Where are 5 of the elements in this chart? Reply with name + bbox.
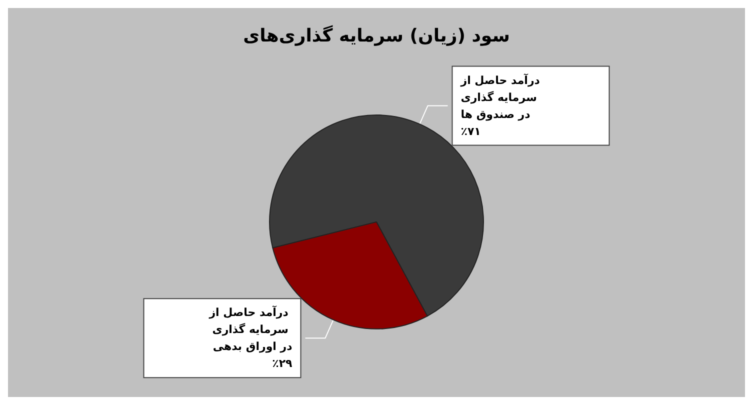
data-label: ٪۷۱ xyxy=(460,124,481,138)
slice-label: درآمد حاصل از سرمایه گذاری در صندوق ها xyxy=(460,72,544,121)
data-label: ٪۲۹ xyxy=(272,357,293,370)
slice-label: درآمد حاصل از سرمایه گذاری در اوراق بدهی xyxy=(208,305,293,354)
chart-title: سود (زیان) سرمایه گذاری‌های xyxy=(243,24,510,46)
